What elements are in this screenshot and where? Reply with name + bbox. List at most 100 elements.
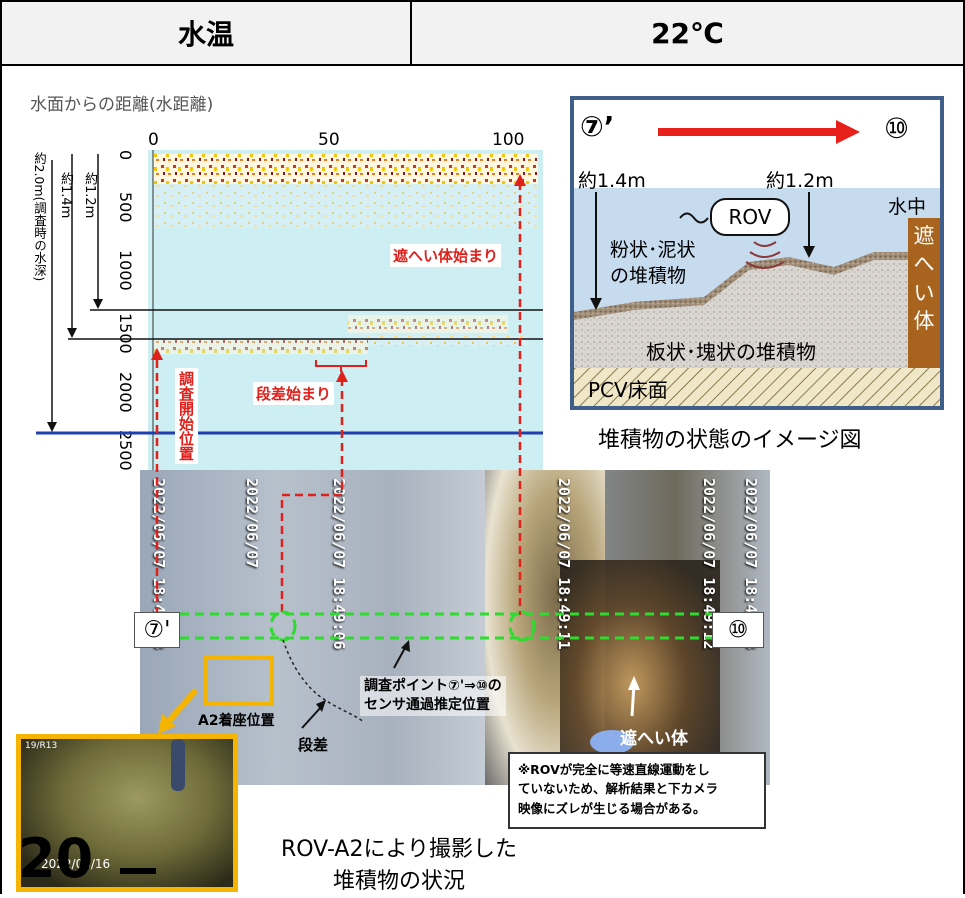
cable-shape xyxy=(171,739,185,791)
rov-label: ROV xyxy=(710,198,790,236)
a2-landing-box xyxy=(204,656,274,706)
analysis-note: ※ROVが完全に等速直線運動をし ていないため、解析結果と下カメラ 映像にズレが… xyxy=(508,752,766,829)
arrow-head xyxy=(590,298,602,310)
y-tick: 2500 xyxy=(116,430,135,471)
arrow-head xyxy=(803,246,815,258)
sensor-circle xyxy=(508,610,536,642)
header-value: 22℃ xyxy=(651,16,724,50)
note-line: ていないため、解析結果と下カメラ xyxy=(518,781,719,797)
blue-glow xyxy=(590,730,634,754)
arrow-head xyxy=(47,422,57,432)
arrow-head xyxy=(93,299,103,309)
timestamp: 2022/06/07 18:49:11 xyxy=(555,478,573,650)
thumb-date: 2022/03/16 xyxy=(41,857,111,871)
sonar-wave xyxy=(745,261,785,269)
arrow-head xyxy=(67,328,77,338)
diagram-end-marker: ⑩ xyxy=(884,112,910,145)
arrow-head xyxy=(158,714,176,734)
depth-1-2-label: 約1.2m xyxy=(82,172,97,219)
page-number-dash xyxy=(120,868,156,874)
header-label: 水温 xyxy=(177,18,234,51)
bottom-echo-2 xyxy=(368,336,528,346)
arrow-head xyxy=(836,120,860,144)
shield-char: い xyxy=(913,280,935,305)
sensor-position-label: 調査ポイント⑦'⇒⑩の センサ通過推定位置 xyxy=(360,676,506,716)
arrow-head xyxy=(151,348,163,360)
y-tick: 0 xyxy=(116,150,135,161)
note-line: 映像にズレが生じる場合がある。 xyxy=(518,800,706,816)
bottom-echo xyxy=(153,340,368,354)
sensor-arrow xyxy=(393,645,407,669)
thumb-top-text: 19/R13 xyxy=(25,741,58,751)
timestamp: 2022/06/07 xyxy=(243,478,261,569)
powder-label-line1: 粉状･泥状 xyxy=(610,239,696,261)
sonar-wave xyxy=(753,241,777,247)
rov-photo-caption: ROV-A2により撮影した 堆積物の状況 xyxy=(244,834,554,898)
timestamp: 2022/06/07 18:49:13 xyxy=(742,478,760,650)
rov-tether xyxy=(679,212,709,224)
step-bracket xyxy=(315,360,367,367)
sensor-circle xyxy=(269,610,297,642)
shield-photo-label: 遮へい体 xyxy=(620,729,688,749)
page-number: 20 xyxy=(18,827,94,890)
sensor-label-line2: センサ通過推定位置 xyxy=(364,696,490,713)
chart-title: 水面からの距離(水距離) xyxy=(30,95,214,115)
arrow-head xyxy=(514,174,526,186)
depth-lines xyxy=(36,154,543,435)
arrow-head xyxy=(316,700,326,712)
header-value-cell: 22℃ xyxy=(410,0,965,66)
timestamp: 2022/06/07 18:49:06 xyxy=(330,478,348,650)
shield-char: へ xyxy=(913,252,935,277)
step-start-label: 段差始まり xyxy=(253,382,335,405)
deposit-echo xyxy=(348,315,508,333)
step-label: 段差 xyxy=(298,736,329,754)
shield-char: 体 xyxy=(913,309,935,334)
caption-line1: ROV-A2により撮影した xyxy=(280,837,518,862)
diagram-depth-right: 約1.2m xyxy=(766,170,834,192)
y-tick: 1500 xyxy=(116,313,135,354)
note-line: ※ROVが完全に等速直線運動をし xyxy=(518,762,710,777)
y-tick: 1000 xyxy=(116,250,135,291)
surface-noise-tail xyxy=(153,184,538,228)
depth-2-0-label: 約2.0m(調査時の水深) xyxy=(32,152,47,282)
shield-char: 遮 xyxy=(913,224,935,248)
step-arrow xyxy=(301,705,323,729)
sonar-wave xyxy=(749,251,781,258)
caption-line2: 堆積物の状況 xyxy=(332,868,465,894)
shield-start-label: 遮へい体始まり xyxy=(390,244,502,267)
plate-deposit xyxy=(574,260,940,368)
x-tick: 100 xyxy=(492,130,525,150)
arrow-head xyxy=(336,370,348,382)
timestamp: 2022/06/07 18:48:53 xyxy=(150,478,168,650)
step-curve xyxy=(282,639,365,723)
deposit-diagram: ⑦’ ⑩ 約1.4m 約1.2m 水中 ROV 粉状･泥状 の堆積物 板状･塊状… xyxy=(570,96,944,410)
arrow-head xyxy=(401,640,410,652)
step-dashed-path xyxy=(280,493,342,615)
y-tick: 500 xyxy=(116,192,135,223)
sensor-label-line1: 調査ポイント⑦'⇒⑩の xyxy=(364,678,502,694)
dark-photo-region xyxy=(560,560,720,785)
depth-1-4-label: 約1.4m xyxy=(58,172,73,219)
diagram-depth-left: 約1.4m xyxy=(578,170,646,192)
content-frame xyxy=(0,64,965,894)
powder-label: 粉状･泥状 の堆積物 xyxy=(610,238,696,289)
shield-label: 遮 へ い 体 xyxy=(908,222,940,335)
diagram-start-marker: ⑦’ xyxy=(580,110,615,143)
surface-noise-band xyxy=(153,154,538,184)
header-label-cell: 水温 xyxy=(0,0,412,66)
floor-label: PCV床面 xyxy=(588,378,668,402)
powder-deposit xyxy=(574,252,940,320)
start-marker: ⑦' xyxy=(134,612,180,648)
survey-start-label: 調査開始位置 xyxy=(175,368,198,464)
timestamp: 2022/06/07 18:49:12 xyxy=(700,478,718,650)
powder-label-line2: の堆積物 xyxy=(610,264,687,287)
a2-position-label: A2着座位置 xyxy=(198,713,275,729)
arrow-head xyxy=(628,676,640,690)
pcv-floor xyxy=(574,368,940,406)
end-marker: ⑩ xyxy=(712,612,764,648)
plate-label: 板状･塊状の堆積物 xyxy=(646,340,816,364)
diagram-caption: 堆積物の状態のイメージ図 xyxy=(598,428,862,453)
y-tick: 2000 xyxy=(116,372,135,413)
shield-block xyxy=(908,218,940,368)
